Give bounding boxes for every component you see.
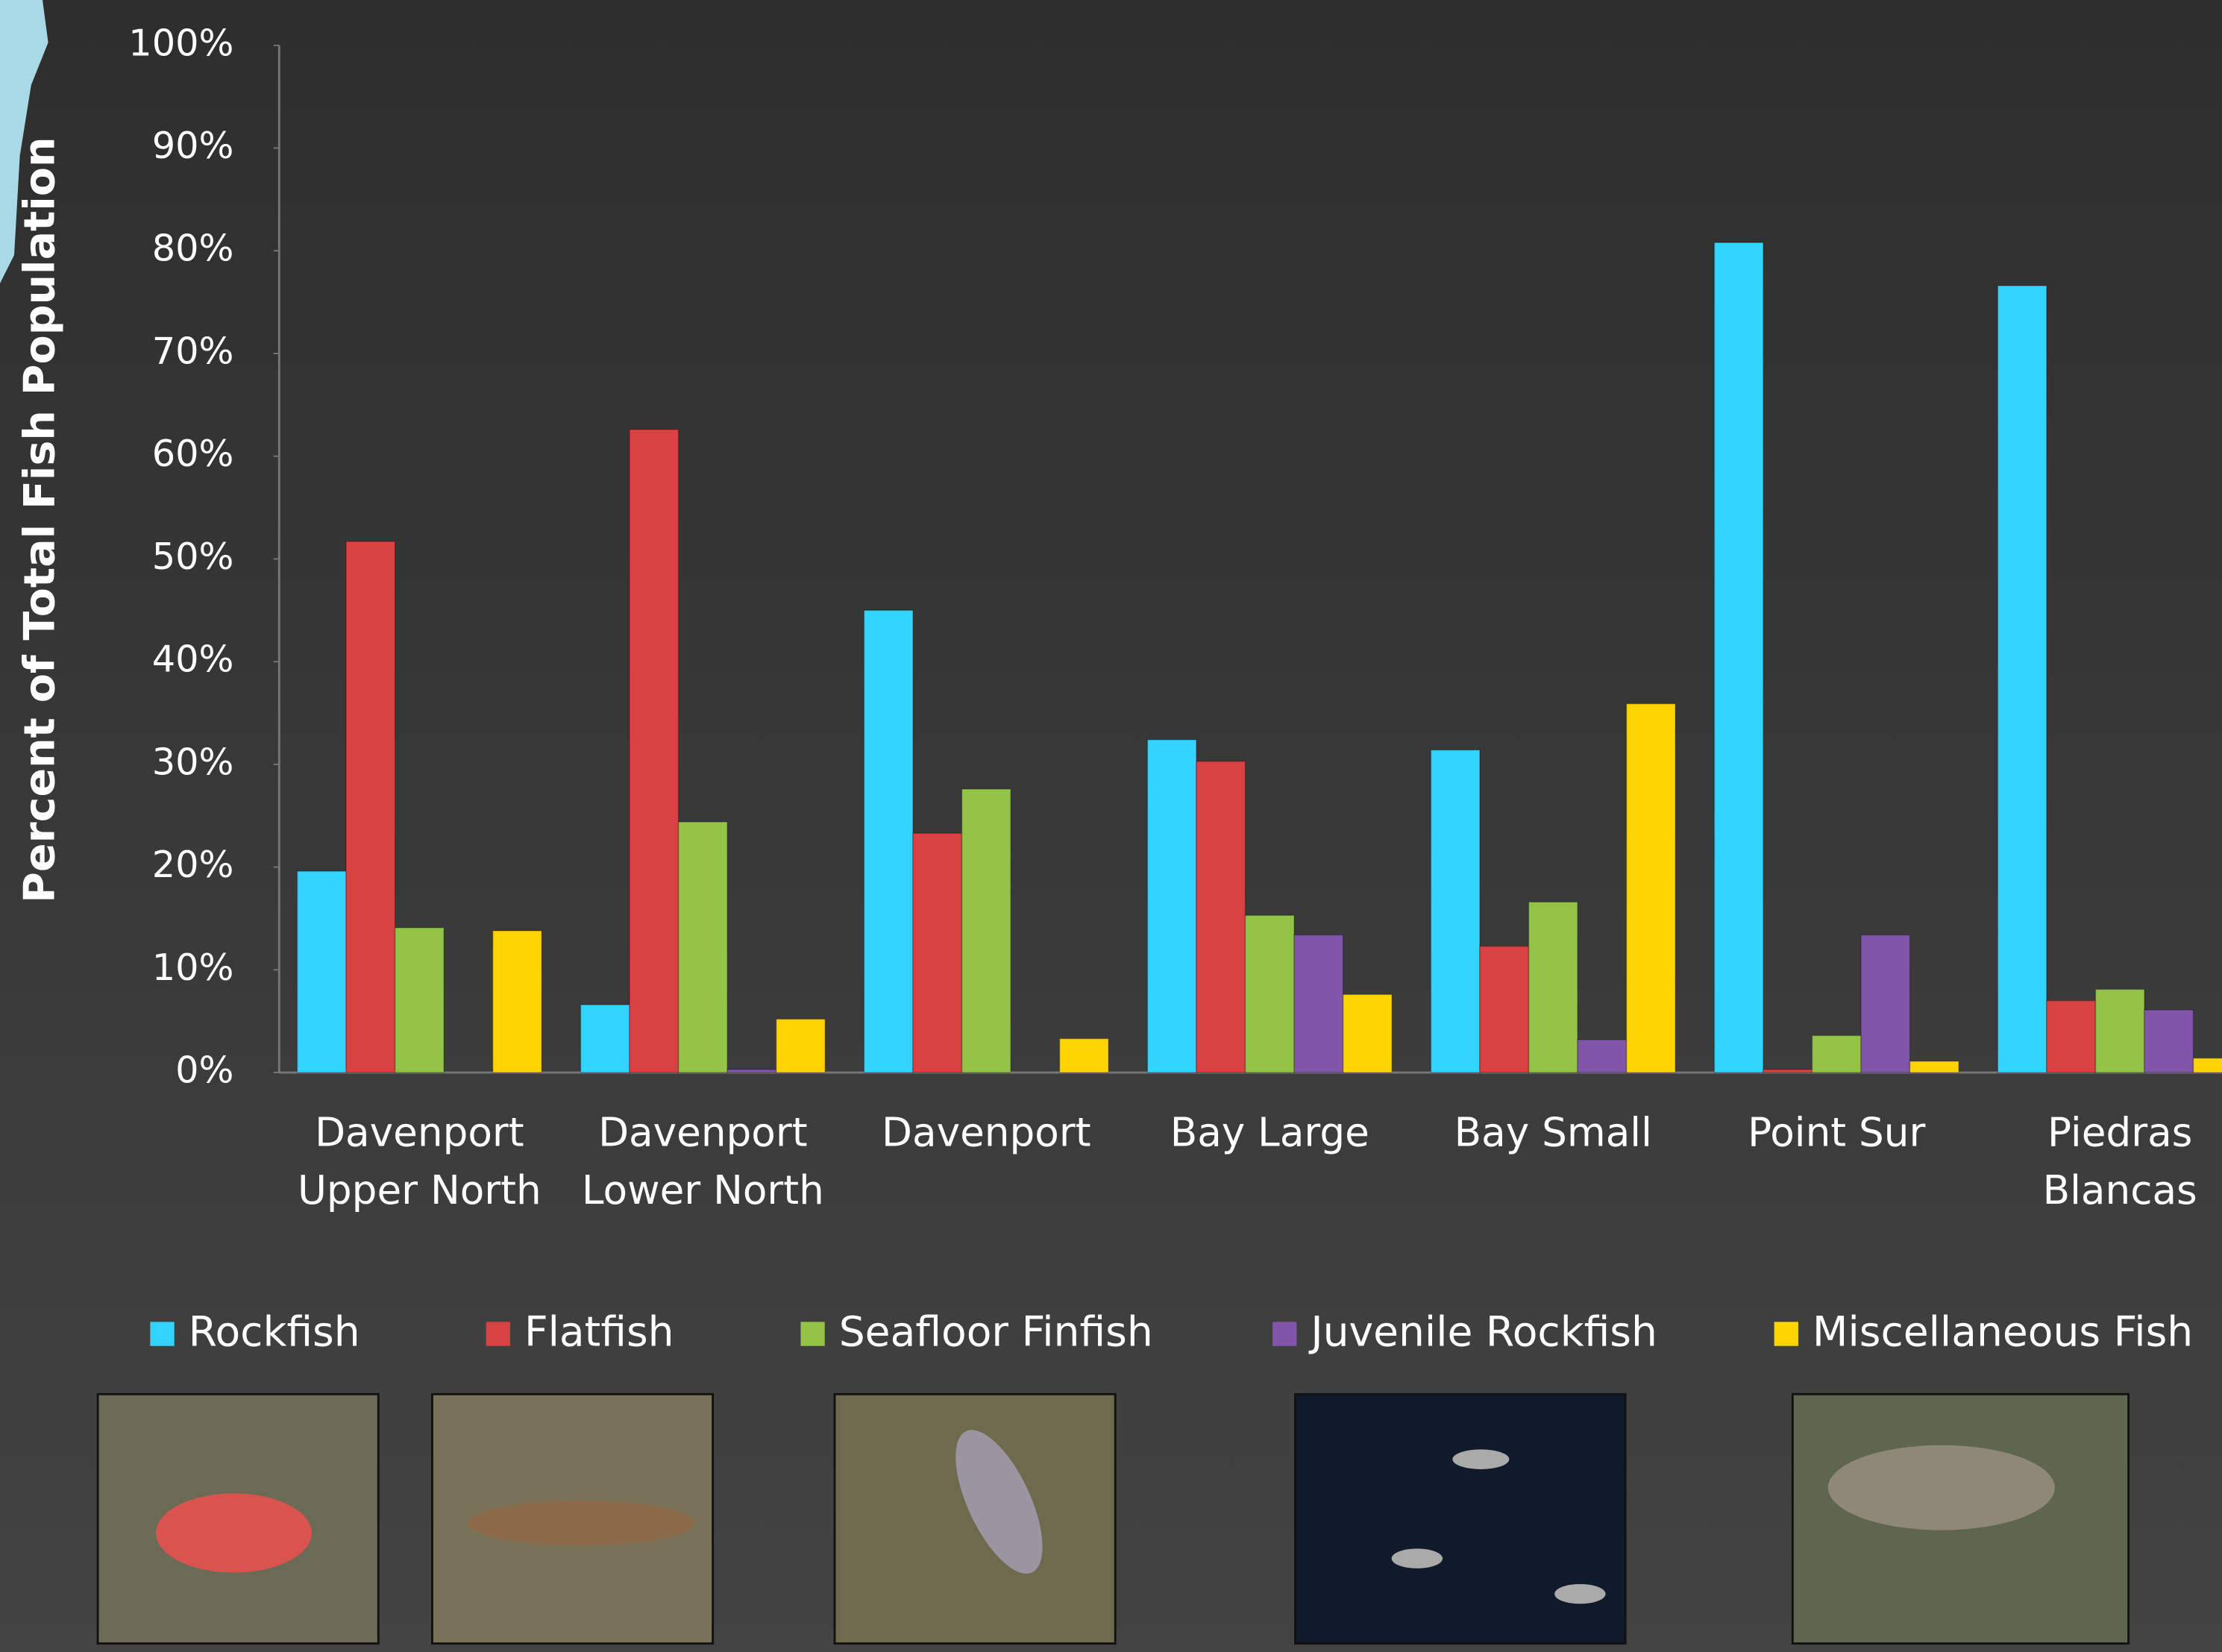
x-tick-label: Davenport — [882, 1109, 1091, 1155]
bar — [1577, 1039, 1628, 1073]
bar — [1293, 934, 1344, 1073]
y-tick-label: 0% — [175, 1049, 233, 1092]
legend-label: Flatfish — [524, 1308, 674, 1356]
bar — [726, 1069, 777, 1073]
bar — [1058, 1037, 1109, 1073]
y-tick-label: 90% — [152, 124, 234, 167]
y-tick-label: 20% — [152, 843, 234, 886]
bar — [1909, 1061, 1959, 1073]
bar — [912, 832, 963, 1073]
bar — [961, 788, 1011, 1073]
x-tick-label: Point Sur — [1748, 1109, 1925, 1155]
photo — [1294, 1392, 1627, 1645]
legend-swatch — [1272, 1322, 1297, 1346]
legend-swatch — [800, 1322, 825, 1346]
legend-swatch — [150, 1322, 175, 1346]
bar — [345, 541, 396, 1073]
photo-fish — [1391, 1548, 1443, 1568]
y-tick-label: 70% — [152, 329, 234, 372]
y-tick-label: 100% — [128, 21, 233, 64]
bar — [775, 1018, 826, 1073]
y-tick-label: 60% — [152, 432, 234, 475]
legend-swatch — [1774, 1322, 1798, 1346]
y-tick-label: 30% — [152, 740, 234, 783]
photos — [96, 1392, 2130, 1645]
y-axis-title: Percent of Total Fish Population — [16, 136, 65, 902]
bar — [1342, 993, 1393, 1073]
bar — [863, 609, 914, 1073]
y-tick-label: 50% — [152, 535, 234, 578]
legend-label: Seafloor Finfish — [839, 1308, 1153, 1356]
y-tick-label: 80% — [152, 227, 234, 270]
bar — [1811, 1034, 1862, 1073]
legend-swatch — [486, 1322, 510, 1346]
bar — [2192, 1057, 2222, 1073]
photo-fish — [1827, 1445, 2055, 1530]
bar — [1528, 901, 1578, 1073]
x-tick-label: Upper North — [298, 1167, 542, 1213]
photo — [96, 1392, 380, 1645]
photo-fish — [1452, 1449, 1510, 1469]
bar — [1479, 945, 1530, 1073]
bar — [1625, 703, 1676, 1073]
legend-label: Miscellaneous Fish — [1813, 1308, 2193, 1356]
bar — [1244, 914, 1295, 1073]
x-tick-label: Blancas — [2043, 1167, 2197, 1213]
bar — [2144, 1009, 2194, 1073]
legend-label: Juvenile Rockfish — [1308, 1308, 1657, 1356]
bar — [1196, 760, 1246, 1073]
bar — [1146, 739, 1197, 1073]
bar — [1763, 1069, 1813, 1073]
bar — [1430, 749, 1481, 1073]
bar — [2046, 999, 2097, 1073]
x-tick-label: Piedras — [2047, 1109, 2192, 1155]
bar — [1713, 242, 1764, 1073]
bar — [492, 930, 542, 1073]
x-tick-label: Davenport — [315, 1109, 524, 1155]
x-tick-label: Lower North — [582, 1167, 824, 1213]
legend-label: Rockfish — [189, 1308, 360, 1356]
bar — [2094, 988, 2145, 1073]
x-tick-label: Davenport — [598, 1109, 808, 1155]
bar — [296, 870, 347, 1073]
bar — [1997, 285, 2047, 1073]
bar — [677, 821, 728, 1073]
bar — [1860, 934, 1911, 1073]
y-tick-label: 10% — [152, 946, 234, 989]
x-tick-label: Bay Large — [1170, 1109, 1369, 1155]
photo-fish — [955, 1430, 1043, 1574]
y-tick-label: 40% — [152, 638, 234, 681]
decoration — [0, 0, 48, 283]
x-tick-label: Bay Small — [1454, 1109, 1652, 1155]
photo-fish — [1554, 1583, 1606, 1604]
bar — [580, 1004, 630, 1073]
bar — [394, 927, 445, 1073]
photo-fish — [155, 1493, 312, 1573]
bar — [629, 429, 680, 1073]
photo-fish — [467, 1500, 694, 1546]
